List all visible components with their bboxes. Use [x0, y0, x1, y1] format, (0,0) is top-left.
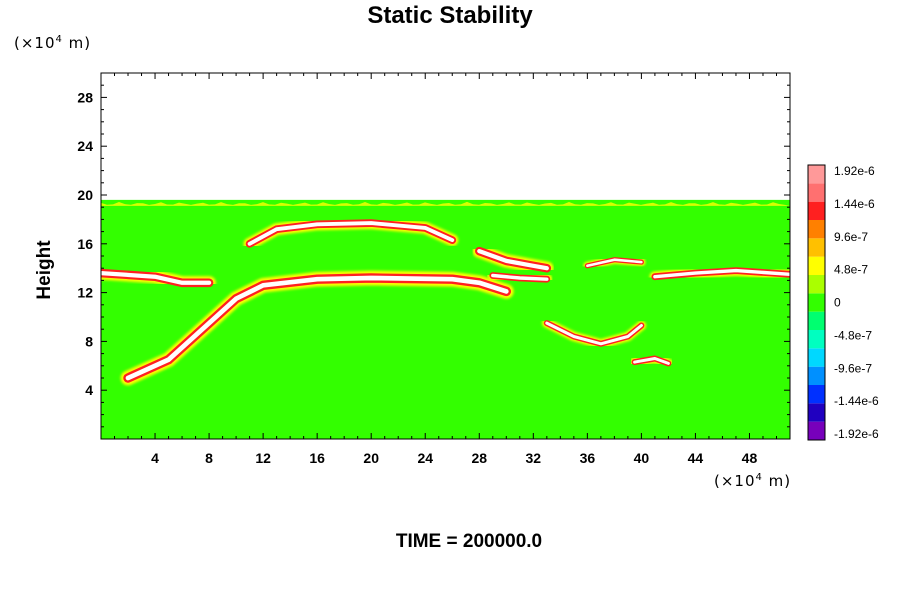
feature-core — [101, 270, 212, 285]
x-tick-label: 12 — [255, 450, 271, 466]
y-tick-label: 24 — [77, 138, 93, 154]
feature-core — [477, 248, 549, 271]
colorbar-swatch — [808, 385, 825, 404]
feature-left-layer — [101, 266, 216, 290]
y-tick-label: 20 — [77, 187, 93, 203]
y-axis: 4 8 12 16 20 24 28 — [77, 84, 790, 428]
y-unit-prefix: (×10 — [14, 34, 56, 52]
x-axis-unit: (×104 m) — [714, 472, 791, 490]
colorbar-frame — [807, 164, 826, 441]
colorbar-swatch — [808, 403, 825, 422]
plot-area — [101, 199, 790, 439]
feature-core — [545, 321, 643, 346]
x-tick-label: 28 — [471, 450, 487, 466]
colorbar-swatch — [808, 220, 825, 239]
colorbar-swatch — [808, 311, 825, 330]
colorbar-swatch — [808, 366, 825, 385]
y-unit-exponent: 4 — [55, 34, 63, 45]
feature-upper-arc — [243, 217, 459, 250]
colorbar-label: 1.92e-6 — [834, 164, 875, 178]
x-tick-label: 32 — [526, 450, 542, 466]
colorbar-swatch — [808, 238, 825, 257]
feature-core — [586, 258, 643, 268]
chart-title: Static Stability — [367, 2, 533, 29]
colorbar-swatch — [808, 421, 825, 440]
colorbar-swatch — [808, 165, 825, 184]
feature-main-arc — [120, 270, 514, 386]
colorbar-swatch — [808, 201, 825, 220]
x-tick-label: 16 — [309, 450, 325, 466]
time-label: TIME = 200000.0 — [395, 531, 543, 552]
x-tick-label: 4 — [151, 450, 159, 466]
feature-lobe-a — [487, 270, 553, 285]
colorbar: 1.92e-6 1.44e-6 9.6e-7 4.8e-7 0 -4.8e-7 -9.6e-… — [807, 164, 879, 441]
colorbar-swatch — [808, 330, 825, 349]
colorbar-swatch — [808, 293, 825, 312]
colorbar-label: 4.8e-7 — [834, 263, 868, 277]
feature-core — [125, 275, 509, 381]
feature-core — [633, 357, 670, 365]
colorbar-swatch — [808, 348, 825, 367]
feature-core — [247, 221, 455, 246]
y-tick-label: 28 — [77, 89, 93, 105]
x-tick-label: 48 — [742, 450, 758, 466]
y-tick-label: 8 — [85, 333, 93, 349]
feature-core — [653, 268, 790, 279]
x-axis: 4 8 12 16 20 24 28 32 36 40 44 48 — [114, 73, 777, 466]
feature-upper-right — [583, 255, 646, 270]
colorbar-label: -1.44e-6 — [834, 394, 879, 408]
feature-lobe-c — [629, 353, 674, 369]
x-unit-prefix: (×10 — [714, 472, 756, 490]
colorbar-swatch — [808, 183, 825, 202]
colorbar-swatch — [808, 256, 825, 275]
feature-lobe-b — [542, 318, 647, 349]
colorbar-label: 1.44e-6 — [834, 197, 875, 211]
y-tick-label: 16 — [77, 236, 93, 252]
colorbar-label: -9.6e-7 — [834, 361, 872, 375]
y-axis-unit: (×104 m) — [14, 34, 91, 52]
colorbar-label: -4.8e-7 — [834, 328, 872, 342]
x-tick-label: 24 — [417, 450, 433, 466]
x-tick-label: 40 — [634, 450, 650, 466]
x-tick-label: 36 — [580, 450, 596, 466]
feature-right-layer — [649, 265, 790, 283]
y-unit-suffix: m) — [62, 34, 92, 52]
x-tick-label: 8 — [205, 450, 213, 466]
field-top-edge — [101, 201, 790, 206]
x-tick-label: 44 — [688, 450, 704, 466]
x-unit-exponent: 4 — [755, 472, 763, 483]
colorbar-swatch — [808, 275, 825, 294]
colorbar-label: -1.92e-6 — [834, 427, 879, 441]
colorbar-label: 9.6e-7 — [834, 230, 868, 244]
y-tick-label: 4 — [85, 382, 93, 398]
feature-core — [491, 273, 549, 281]
y-tick-label: 12 — [77, 285, 93, 301]
x-unit-suffix: m) — [762, 472, 792, 490]
x-tick-label: 20 — [363, 450, 379, 466]
feature-diag-band — [472, 244, 554, 275]
colorbar-label: 0 — [834, 296, 841, 310]
